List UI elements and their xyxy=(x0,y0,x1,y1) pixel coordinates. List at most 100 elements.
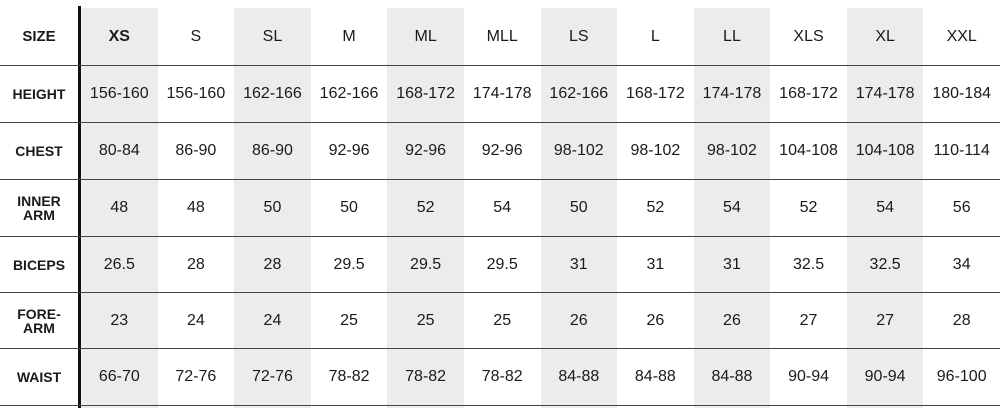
row-divider xyxy=(0,292,1000,293)
row-label: HEIGHT xyxy=(0,65,78,122)
value-cell: 52 xyxy=(416,198,435,216)
column-shade xyxy=(387,8,464,408)
value-cell: 174-178 xyxy=(702,84,762,102)
column-shade xyxy=(81,8,158,408)
value-cell: 29.5 xyxy=(486,255,518,273)
row-label-line: ARM xyxy=(23,206,55,223)
value-cell: 162-166 xyxy=(243,84,302,102)
header-cell: L xyxy=(650,27,660,45)
row-divider xyxy=(0,65,1000,66)
value-cell: 34 xyxy=(952,255,971,273)
value-cell: 52 xyxy=(646,198,665,216)
row-divider xyxy=(0,348,1000,349)
row-label-line: FORE- xyxy=(17,305,61,322)
header-cell: MLL xyxy=(486,27,518,45)
value-cell: 31 xyxy=(569,255,588,273)
value-cell: 92-96 xyxy=(328,141,370,159)
value-cell: 29.5 xyxy=(333,255,365,273)
header-cell: XL xyxy=(875,27,895,45)
value-cell: 180-184 xyxy=(932,84,992,102)
value-cell: 25 xyxy=(493,311,512,329)
value-cell: 104-108 xyxy=(855,141,915,159)
value-cell: 32.5 xyxy=(792,255,825,273)
value-cell: 32.5 xyxy=(869,255,901,273)
header-cell: XLS xyxy=(793,27,824,45)
value-cell: 84-88 xyxy=(634,367,676,385)
row-divider xyxy=(0,179,1000,180)
value-cell: 25 xyxy=(340,311,358,329)
row-label: BICEPS xyxy=(0,236,78,293)
value-cell: 56 xyxy=(952,198,971,216)
value-cell: 31 xyxy=(646,255,665,273)
value-cell: 26 xyxy=(723,311,741,329)
row-divider xyxy=(0,122,1000,123)
row-divider xyxy=(0,405,1000,406)
value-cell: 31 xyxy=(723,255,741,273)
value-cell: 162-166 xyxy=(549,84,609,102)
row-label-line: HEIGHT xyxy=(12,85,66,102)
value-cell: 156-160 xyxy=(166,84,226,102)
value-cell: 174-178 xyxy=(472,84,532,102)
column-shade xyxy=(846,8,924,408)
value-cell: 24 xyxy=(263,311,282,329)
value-cell: 92-96 xyxy=(405,141,447,159)
value-cell: 50 xyxy=(569,198,588,216)
value-cell: 156-160 xyxy=(89,84,149,102)
value-cell: 23 xyxy=(110,311,129,329)
header-cell: S xyxy=(190,27,202,45)
value-cell: 96-100 xyxy=(936,367,987,385)
value-cell: 54 xyxy=(723,198,741,216)
value-cell: 90-94 xyxy=(788,367,829,385)
header-cell: SIZE xyxy=(22,28,56,45)
value-cell: 104-108 xyxy=(779,141,838,159)
value-cell: 168-172 xyxy=(396,84,455,102)
value-cell: 28 xyxy=(952,311,971,329)
header-cell: M xyxy=(342,27,356,45)
value-cell: 50 xyxy=(263,198,282,216)
row-label: WAIST xyxy=(0,348,78,405)
value-cell: 98-102 xyxy=(707,141,757,159)
value-cell: 90-94 xyxy=(864,367,906,385)
value-cell: 110-114 xyxy=(933,141,990,159)
value-cell: 162-166 xyxy=(319,84,379,102)
value-cell: 52 xyxy=(799,198,818,216)
value-cell: 48 xyxy=(186,198,205,216)
row-label: CHEST xyxy=(0,122,78,179)
value-cell: 84-88 xyxy=(558,367,600,385)
row-label: FORE- ARM xyxy=(0,292,78,349)
value-cell: 72-76 xyxy=(251,367,293,385)
row-divider xyxy=(0,236,1000,237)
value-cell: 72-76 xyxy=(175,367,217,385)
header-cell: XXL xyxy=(946,27,977,45)
value-cell: 168-172 xyxy=(779,84,838,102)
value-cell: 168-172 xyxy=(626,84,685,102)
value-cell: 84-88 xyxy=(711,367,753,385)
value-cell: 54 xyxy=(876,198,895,216)
column-shade xyxy=(693,8,771,408)
value-cell: 98-102 xyxy=(630,141,681,159)
value-cell: 25 xyxy=(416,311,435,329)
row-label-line: BICEPS xyxy=(12,256,66,273)
column-shade xyxy=(540,8,618,408)
value-cell: 92-96 xyxy=(481,141,523,159)
value-cell: 174-178 xyxy=(855,84,915,102)
value-cell: 27 xyxy=(799,311,818,329)
divider xyxy=(78,6,81,408)
header-cell: LS xyxy=(569,27,589,45)
header-cell: ML xyxy=(414,27,437,45)
header-cell: XS xyxy=(108,27,130,45)
value-cell: 26.5 xyxy=(103,255,135,273)
value-cell: 27 xyxy=(876,311,895,329)
value-cell: 26 xyxy=(569,311,588,329)
row-label-line: WAIST xyxy=(16,368,62,385)
value-cell: 54 xyxy=(493,198,512,216)
value-cell: 86-90 xyxy=(251,141,293,159)
row-label: INNER ARM xyxy=(0,179,78,236)
header-cell: SL xyxy=(262,27,283,45)
value-cell: 86-90 xyxy=(175,141,217,159)
value-cell: 50 xyxy=(340,198,358,216)
row-label-line: CHEST xyxy=(15,142,63,159)
row-label-line: ARM xyxy=(23,319,55,336)
header-cell: LL xyxy=(723,27,741,45)
